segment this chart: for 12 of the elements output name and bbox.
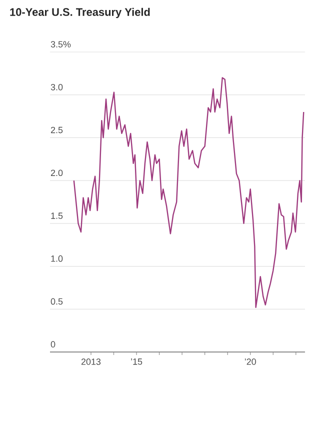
x-tick-label: ’15: [131, 358, 142, 365]
y-tick-label: 2.5: [50, 126, 63, 134]
y-tick-label: 3.5%: [50, 41, 71, 48]
chart-title: 10-Year U.S. Treasury Yield: [10, 8, 150, 18]
x-tick-label: ’20: [244, 358, 256, 365]
y-tick-label: 3.0: [50, 84, 63, 90]
y-tick-label: 1.0: [51, 255, 63, 262]
y-tick-label: 1.5: [51, 212, 63, 219]
y-tick-label: 0: [50, 341, 56, 348]
y-tick-label: 0.5: [50, 298, 63, 305]
x-tick-label: 2013: [81, 358, 101, 365]
y-tick-label: 2.0: [50, 170, 63, 176]
